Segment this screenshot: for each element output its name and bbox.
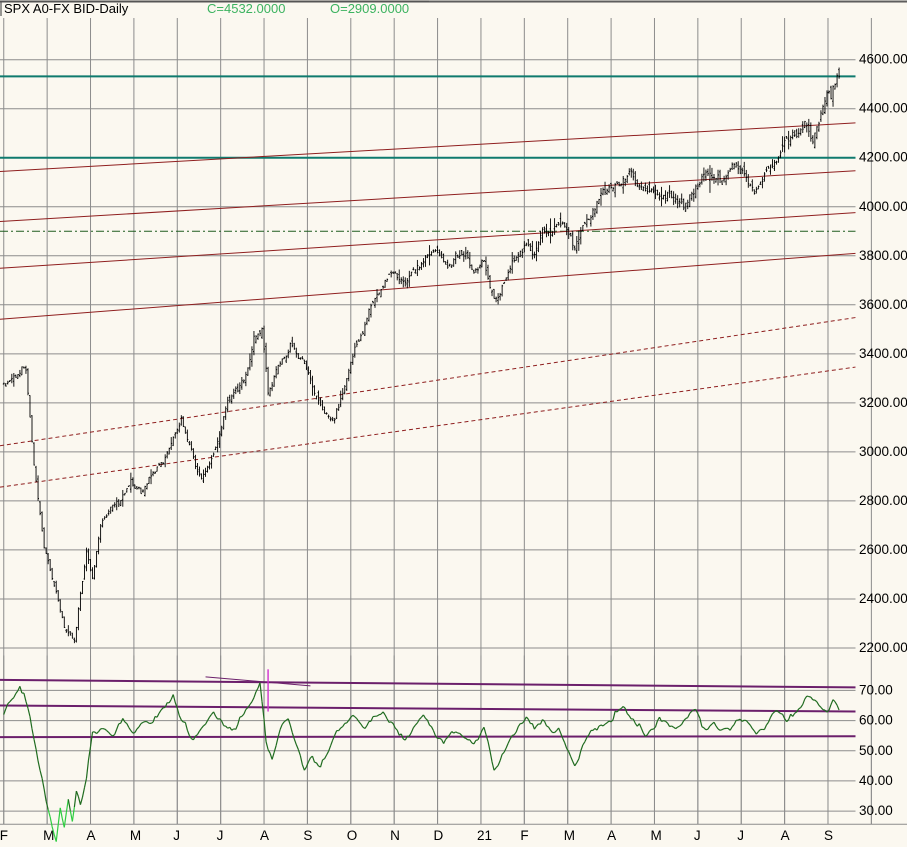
svg-text:S: S [303,828,312,843]
svg-text:M: M [130,828,141,843]
svg-text:O=2909.0000: O=2909.0000 [330,1,409,16]
svg-text:4600.00: 4600.00 [859,52,907,67]
svg-text:3400.00: 3400.00 [859,346,907,361]
svg-text:S: S [824,828,833,843]
svg-text:4000.00: 4000.00 [859,199,907,214]
svg-text:J: J [694,828,701,843]
svg-text:2600.00: 2600.00 [859,542,907,557]
svg-text:M: M [650,828,661,843]
svg-text:F: F [520,828,528,843]
svg-text:2200.00: 2200.00 [859,640,907,655]
svg-text:J: J [737,828,744,843]
svg-text:3600.00: 3600.00 [859,297,907,312]
svg-text:60.00: 60.00 [859,713,893,728]
svg-text:2800.00: 2800.00 [859,493,907,508]
svg-text:3800.00: 3800.00 [859,248,907,263]
svg-text:A: A [781,828,790,843]
svg-text:50.00: 50.00 [859,743,893,758]
svg-text:M: M [564,828,575,843]
svg-text:3000.00: 3000.00 [859,444,907,459]
svg-text:4400.00: 4400.00 [859,101,907,116]
svg-text:2400.00: 2400.00 [859,591,907,606]
svg-text:A: A [260,828,269,843]
svg-text:O: O [347,828,358,843]
svg-text:21: 21 [477,828,492,843]
svg-text:D: D [434,828,444,843]
svg-text:30.00: 30.00 [859,803,893,818]
svg-text:40.00: 40.00 [859,773,893,788]
svg-text:J: J [173,828,180,843]
svg-text:N: N [390,828,400,843]
svg-text:3200.00: 3200.00 [859,395,907,410]
svg-text:A: A [607,828,616,843]
svg-text:SPX A0-FX BID-Daily: SPX A0-FX BID-Daily [4,1,129,16]
svg-text:A: A [87,828,96,843]
svg-text:70.00: 70.00 [859,682,893,697]
svg-text:4200.00: 4200.00 [859,150,907,165]
svg-text:C=4532.0000: C=4532.0000 [207,1,285,16]
svg-text:F: F [0,828,8,843]
svg-text:J: J [217,828,224,843]
